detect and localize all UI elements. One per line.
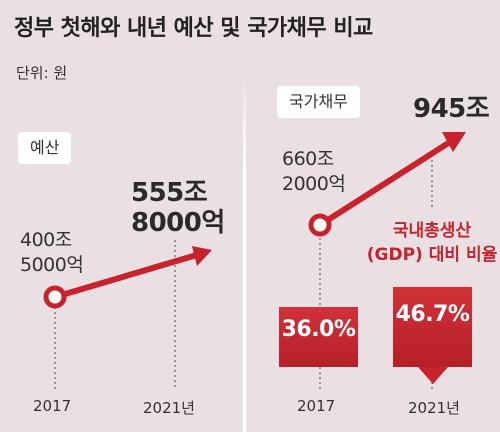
budget-2021-label: 555조 8000억 xyxy=(131,178,225,238)
debt-year-2021: 2021년 xyxy=(408,399,460,417)
page-title: 정부 첫해와 내년 예산 및 국가채무 비교 xyxy=(14,16,373,41)
gdp-ratio-bar-2021 xyxy=(393,287,472,367)
budget-trend-line xyxy=(54,251,201,300)
budget-panel-title: 예산 xyxy=(18,132,72,164)
debt-2021-label: 945조 xyxy=(413,94,490,124)
debt-panel-title: 국가채무 xyxy=(277,86,360,118)
panel-divider xyxy=(243,72,246,432)
budget-year-2021: 2021년 xyxy=(143,399,195,417)
gdp-ratio-label: 국내총생산 (GDP) 대비 비율 xyxy=(366,221,498,265)
budget-start-marker xyxy=(43,285,67,309)
debt-arrow-head xyxy=(442,132,466,152)
gdp-ratio-2021-value: 46.7% xyxy=(395,302,470,327)
debt-year-2017: 2017 xyxy=(297,397,336,415)
unit-label: 단위: 원 xyxy=(16,64,68,82)
gdp-ratio-2017-value: 36.0% xyxy=(281,317,356,342)
debt-trend-line xyxy=(318,139,452,228)
budget-year-2017: 2017 xyxy=(33,397,72,415)
budget-arrow-head xyxy=(192,246,212,266)
gdp-bar-arrow xyxy=(418,367,448,384)
debt-start-marker xyxy=(308,213,332,237)
debt-2017-label: 660조 2000억 xyxy=(282,148,346,195)
gdp-ratio-bar-2017 xyxy=(279,307,358,367)
budget-2017-label: 400조 5000억 xyxy=(20,229,84,276)
